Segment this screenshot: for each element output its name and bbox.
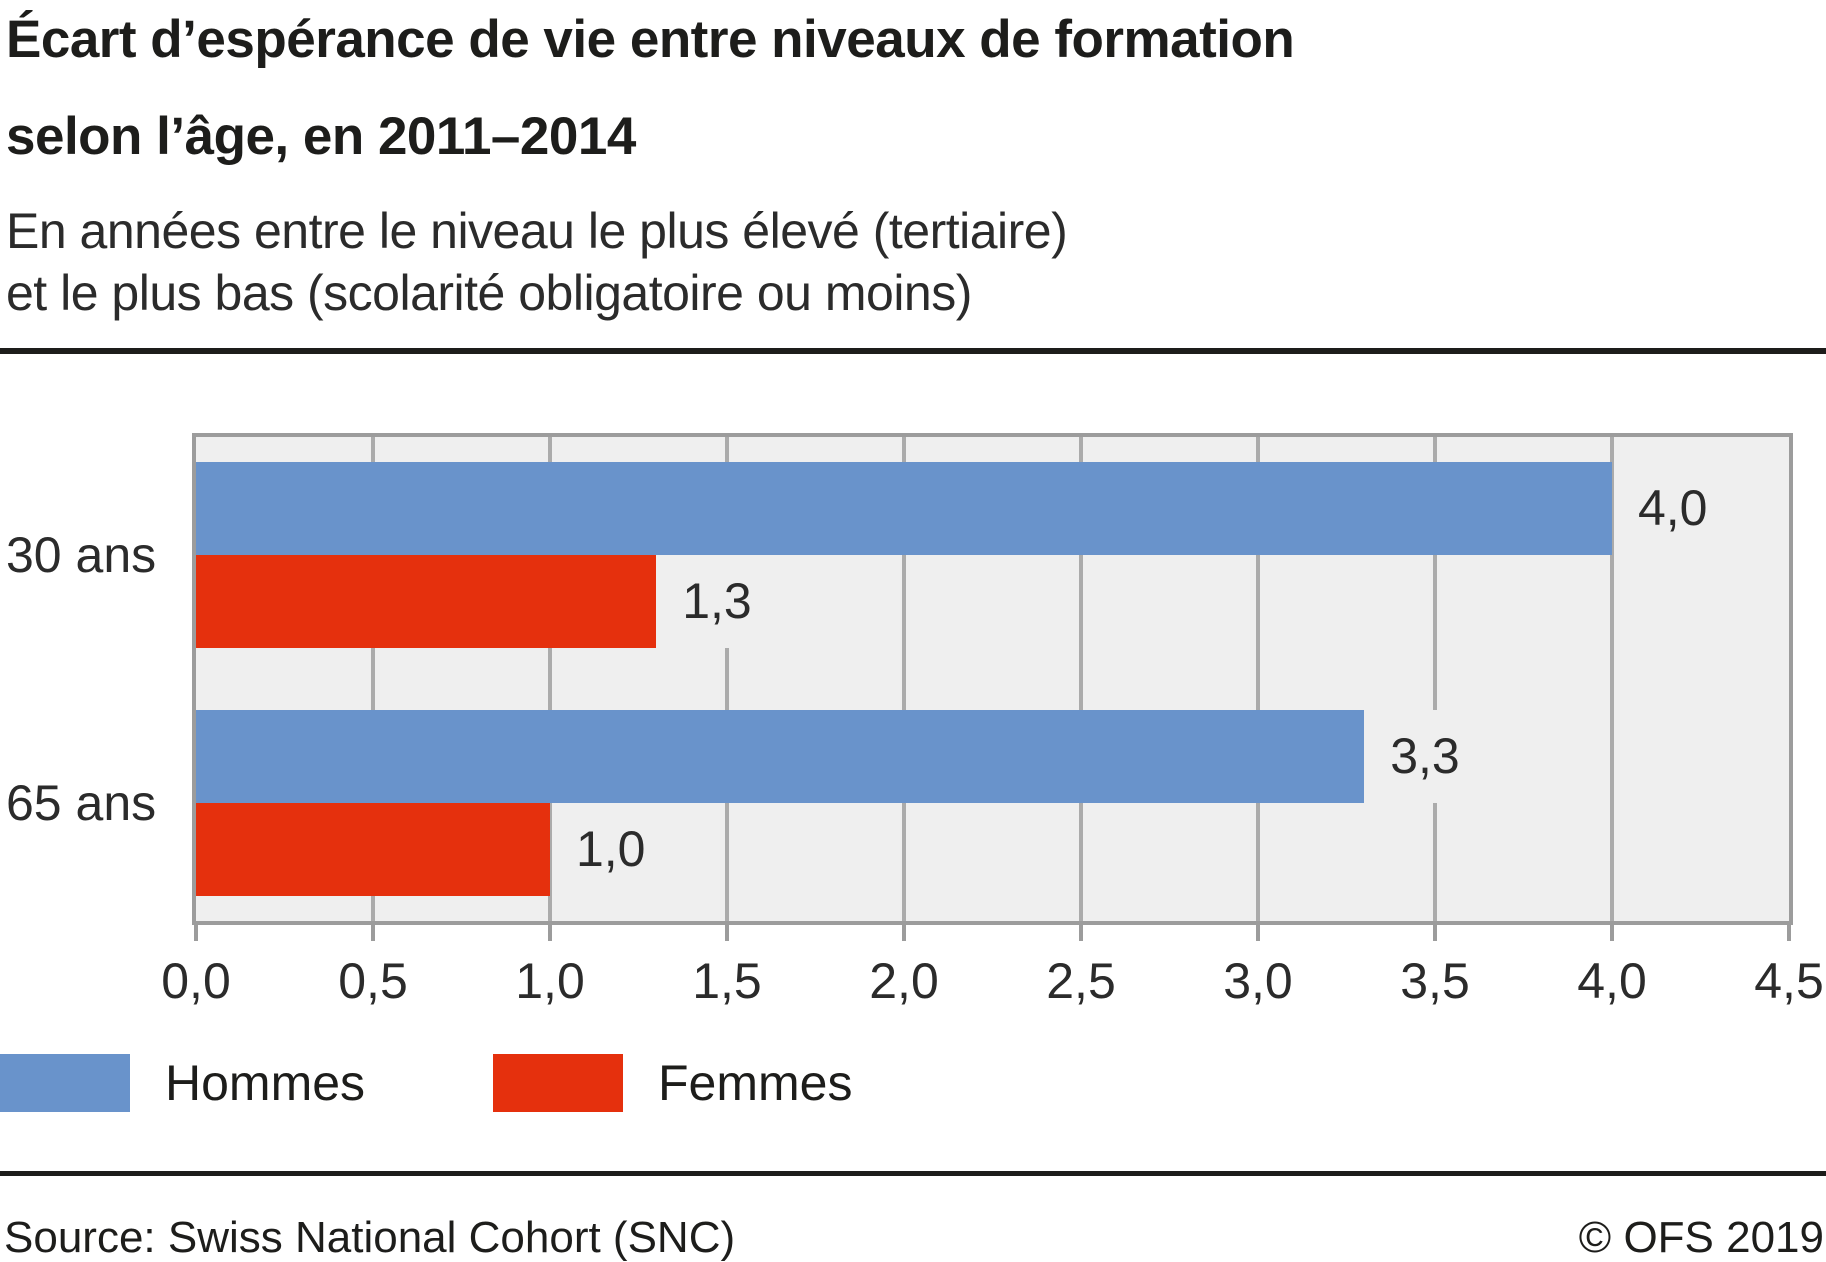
legend-swatch-femmes	[493, 1054, 623, 1112]
x-tick-label: 3,0	[1223, 953, 1293, 1009]
bar-value-label: 4,0	[1629, 462, 1716, 555]
gridline	[1079, 437, 1083, 921]
bar-hommes-30-ans	[196, 462, 1612, 555]
category-label-65-ans: 65 ans	[6, 775, 157, 831]
legend: Hommes Femmes	[0, 1054, 1826, 1112]
chart-title-line1: Écart d’espérance de vie entre niveaux d…	[6, 10, 1295, 69]
x-tick-mark	[724, 925, 729, 941]
x-tick-mark	[1079, 925, 1083, 941]
x-tick-mark	[902, 925, 906, 941]
gridline	[547, 437, 552, 921]
x-tick-label: 0,5	[338, 953, 408, 1009]
copyright-text: © OFS 2019	[1578, 1213, 1824, 1262]
bar-value-label: 1,0	[567, 803, 654, 896]
gridline	[1609, 437, 1614, 921]
x-tick-mark	[194, 925, 198, 941]
chart-title-line2: selon l’âge, en 2011–2014	[6, 107, 636, 166]
legend-swatch-hommes	[0, 1054, 130, 1112]
x-tick-mark	[548, 925, 552, 941]
footer: Source: Swiss National Cohort (SNC) © OF…	[4, 1212, 1824, 1262]
x-tick-label: 4,5	[1754, 953, 1824, 1009]
x-axis-tick-marks	[194, 925, 1791, 941]
gridline	[1255, 437, 1260, 921]
legend-label-hommes: Hommes	[165, 1055, 366, 1111]
bar-value-label: 3,3	[1382, 710, 1468, 803]
gridline	[901, 437, 906, 921]
gridline	[370, 437, 375, 921]
x-axis-tick-labels: 0,0 0,5 1,0 1,5 2,0 2,5 3,0 3,5 4,0 4,5	[161, 952, 1824, 1012]
x-tick-label: 3,5	[1400, 953, 1470, 1009]
x-tick-mark	[371, 925, 375, 941]
x-tick-mark	[1255, 925, 1260, 941]
x-tick-label: 2,5	[1046, 953, 1116, 1009]
x-tick-label: 2,0	[869, 953, 939, 1009]
gridline	[724, 437, 729, 921]
legend-label-femmes: Femmes	[658, 1055, 853, 1111]
bar-hommes-65-ans	[196, 710, 1365, 803]
chart-subtitle-line1: En années entre le niveau le plus élevé …	[6, 203, 1068, 259]
header-divider	[0, 348, 1826, 354]
category-label-30-ans: 30 ans	[6, 527, 157, 583]
bar-femmes-30-ans	[196, 555, 657, 648]
footer-divider	[0, 1171, 1826, 1176]
gridline	[1433, 437, 1437, 921]
plot-area: 4,0 1,3 3,3 1,0	[192, 433, 1793, 925]
x-tick-label: 1,0	[515, 953, 585, 1009]
x-tick-mark	[1610, 925, 1614, 941]
bar-value-label: 1,3	[674, 555, 760, 648]
x-tick-label: 1,5	[692, 953, 762, 1009]
chart-subtitle-line2: et le plus bas (scolarité obligatoire ou…	[6, 265, 972, 321]
chart-subtitle: En années entre le niveau le plus élevé …	[6, 200, 1068, 324]
x-tick-mark	[1433, 925, 1437, 941]
bar-femmes-65-ans	[196, 803, 550, 896]
x-tick-label: 4,0	[1577, 953, 1647, 1009]
x-tick-mark	[1787, 925, 1791, 941]
chart-title: Écart d’espérance de vie entre niveaux d…	[6, 0, 1295, 185]
x-tick-label: 0,0	[161, 953, 231, 1009]
source-text: Source: Swiss National Cohort (SNC)	[4, 1213, 736, 1262]
